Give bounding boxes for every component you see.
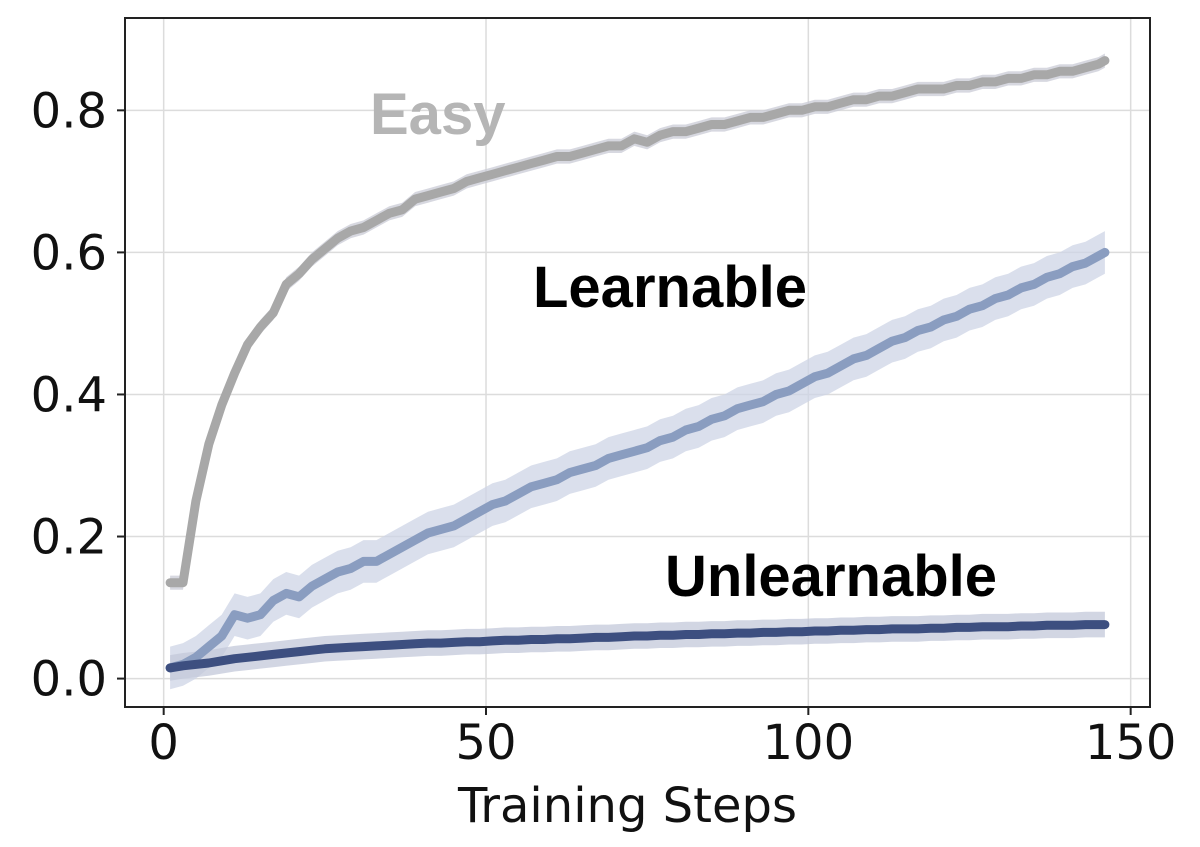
y-tick-label: 0.2 [31,510,107,566]
easy-line [165,56,1110,588]
tick-layer: 0 50 100 150 0.0 0.2 0.4 0.6 0.8 [31,83,1177,771]
learnable-band [170,231,1105,690]
learnable-annotation: Learnable [533,255,807,320]
series-line-layer [165,56,1110,673]
y-tick-label: 0.4 [31,367,107,423]
learnable-line [165,247,1110,673]
y-tick-label: 0.6 [31,225,107,281]
y-tick-label: 0.0 [31,652,107,708]
x-tick-label: 150 [1085,715,1177,771]
x-tick-label: 50 [455,715,516,771]
unlearnable-annotation: Unlearnable [665,544,997,609]
x-axis-title: Training Steps [457,778,797,834]
y-tick-label: 0.8 [31,83,107,139]
grid-layer [125,18,1150,707]
unlearnable-line [165,620,1110,673]
annotation-layer: Easy Learnable Unlearnable [370,82,997,609]
x-tick-label: 100 [763,715,855,771]
x-tick-label: 0 [148,715,179,771]
plot-frame [124,17,1151,708]
easy-annotation: Easy [370,82,505,147]
